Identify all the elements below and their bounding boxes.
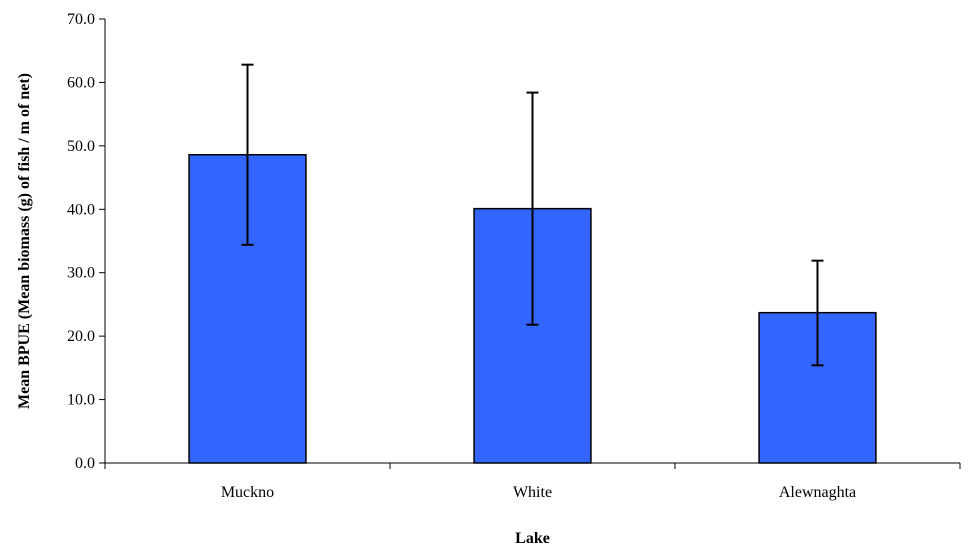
y-tick-label: 50.0	[67, 138, 95, 155]
x-axis: Muckno White Alewnaghta	[105, 463, 960, 501]
y-tick-label: 0.0	[75, 455, 95, 472]
y-tick-label: 20.0	[67, 328, 95, 345]
y-tick-label: 10.0	[67, 392, 95, 409]
x-tick-label: White	[513, 484, 552, 501]
x-tick-label: Muckno	[221, 484, 274, 501]
y-tick-label: 60.0	[67, 74, 95, 91]
y-tick-label: 70.0	[67, 11, 95, 28]
y-axis-title: Mean BPUE (Mean biomass (g) of fish / m …	[16, 73, 33, 409]
y-tick-label: 40.0	[67, 201, 95, 218]
y-axis: 0.0 10.0 20.0 30.0 40.0 50.0 60.0 70.0	[67, 11, 105, 472]
y-tick-label: 30.0	[67, 265, 95, 282]
x-axis-title: Lake	[515, 530, 550, 547]
error-bars	[242, 65, 824, 366]
x-tick-label: Alewnaghta	[779, 484, 856, 501]
